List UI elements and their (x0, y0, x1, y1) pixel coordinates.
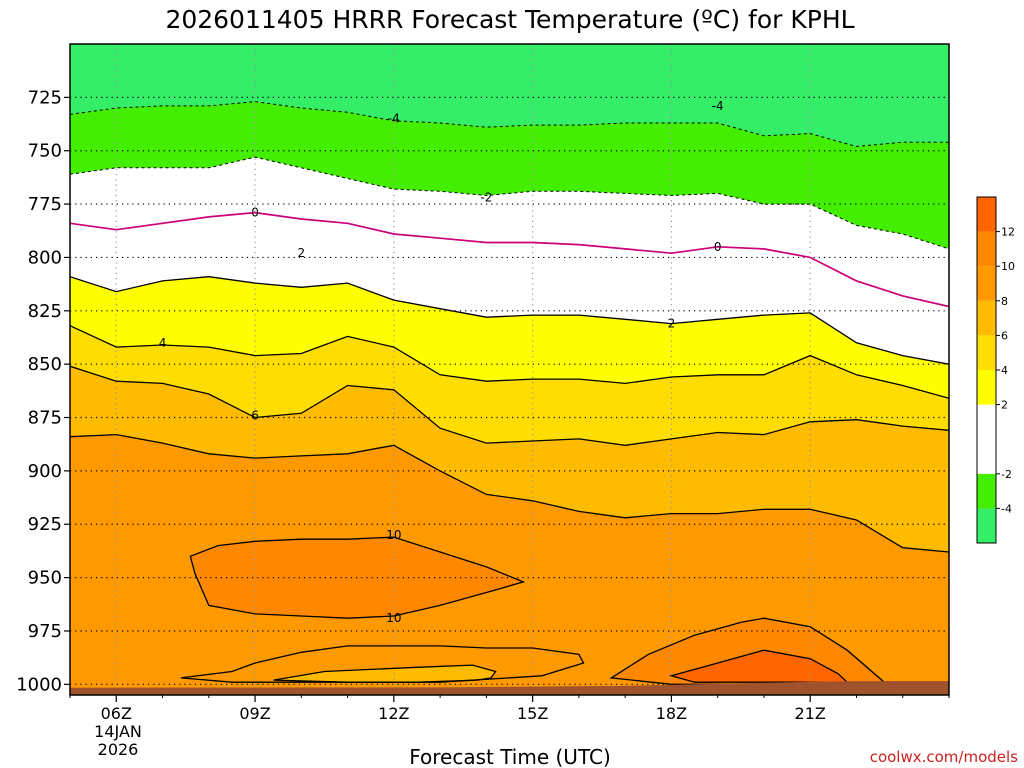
x-axis-title: Forecast Time (UTC) (409, 745, 611, 768)
plot-frame (69, 43, 950, 696)
xtick-label-15Z: 15Z (517, 704, 548, 723)
contour-line-2 (70, 276, 949, 365)
y-axis: 725 750 775 800 825 850 875 900 925 950 975 1000 (16, 87, 70, 695)
xtick-label-09Z: 09Z (239, 704, 270, 723)
contour-lines (70, 101, 949, 685)
contour-closed-10-0 (189, 536, 526, 619)
ground-layer (70, 681, 949, 695)
colorbar-label-2: 2 (1001, 399, 1008, 412)
colorbar-segment-12-to-14 (977, 197, 996, 232)
contour-line--2 (70, 156, 949, 250)
contour-label-10: 10 (386, 528, 401, 542)
colorbar-label-12: 12 (1001, 226, 1015, 239)
contour-label-0: 0 (714, 240, 722, 254)
contour-label--4: -4 (388, 112, 400, 126)
contour-label-2: 2 (297, 246, 305, 260)
contour-line-4 (70, 325, 949, 399)
colorbar-label--2: -2 (1001, 468, 1012, 481)
contour-label-2: 2 (668, 317, 676, 331)
contour-label--2: -2 (480, 191, 492, 205)
date-year-label: 2026 (98, 740, 139, 759)
ytick-label-750: 750 (28, 141, 62, 162)
xtick-label-06Z: 06Z (101, 704, 132, 723)
ytick-label-900: 900 (28, 461, 62, 482)
ytick-label-975: 975 (28, 621, 62, 642)
fill-closed-region-6-2 (273, 665, 496, 683)
ytick-label-800: 800 (28, 247, 62, 268)
ytick-label-725: 725 (28, 87, 62, 108)
colorbar-segment--6-to--4 (977, 508, 996, 543)
contour-line-8 (70, 433, 949, 553)
colorbar-label-8: 8 (1001, 295, 1008, 308)
contour-label--4: -4 (712, 99, 724, 113)
contour-label-10: 10 (386, 611, 401, 625)
contour-line-6 (70, 365, 949, 446)
grid-lines (70, 44, 949, 695)
chart-title: 2026011405 HRRR Forecast Temperature (ºC… (165, 5, 854, 34)
ytick-label-925: 925 (28, 514, 62, 535)
xtick-label-12Z: 12Z (378, 704, 409, 723)
x-axis: 06Z 09Z 12Z 15Z 18Z 21Z (69, 695, 950, 723)
colorbar-segment--4-to--2 (977, 473, 996, 509)
ytick-label-850: 850 (28, 354, 62, 375)
ground-surface (70, 681, 949, 695)
ytick-label-1000: 1000 (16, 674, 62, 695)
date-day-label: 14JAN (94, 722, 142, 741)
contour-labels: -4 -4 -2 0 0 2 2 4 6 10 10 (159, 99, 724, 625)
contour-closed-12-4 (668, 649, 849, 683)
ytick-label-875: 875 (28, 408, 62, 429)
colorbar-label-6: 6 (1001, 329, 1008, 342)
colorbar-label-10: 10 (1001, 260, 1015, 273)
colorbar-segment-10-to-12 (977, 231, 996, 267)
xtick-label-18Z: 18Z (656, 704, 687, 723)
fill-closed-region-12-4 (671, 650, 848, 683)
xtick-label-21Z: 21Z (795, 704, 826, 723)
credit-text: coolwx.com/models (870, 748, 1018, 766)
colorbar-segment-6-to-8 (977, 300, 996, 336)
ytick-label-825: 825 (28, 301, 62, 322)
ytick-label-775: 775 (28, 194, 62, 215)
contour-closed-6-2 (273, 664, 497, 683)
contour-label-0: 0 (251, 206, 259, 220)
contour-line-0 (70, 211, 949, 308)
temperature-fill-layer (70, 44, 949, 695)
colorbar: 12 10 8 6 4 2 -2 -4 (976, 196, 1015, 544)
colorbar-label-4: 4 (1001, 364, 1008, 377)
contour-label-4: 4 (159, 336, 167, 350)
colorbar-label--4: -4 (1001, 502, 1012, 515)
colorbar-segment--2-to-2 (977, 404, 996, 474)
colorbar-segment-2-to-4 (977, 370, 996, 405)
colorbar-segment-8-to-10 (977, 266, 996, 301)
ytick-label-950: 950 (28, 568, 62, 589)
contour-label-6: 6 (251, 408, 259, 422)
colorbar-segment-4-to-6 (977, 335, 996, 370)
